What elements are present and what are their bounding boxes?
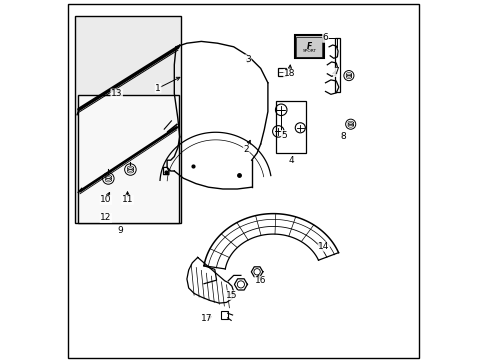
Text: 9: 9 [117, 226, 123, 235]
Text: SPORT: SPORT [302, 49, 316, 54]
Text: 18: 18 [283, 69, 295, 78]
Bar [75, 16, 181, 223]
Text: 15: 15 [225, 291, 237, 300]
Text: 12: 12 [100, 213, 111, 222]
Text: 16: 16 [254, 276, 266, 285]
Text: 2: 2 [243, 145, 248, 154]
Text: 7: 7 [333, 68, 339, 77]
Text: 5: 5 [281, 130, 286, 139]
Text: 11: 11 [122, 195, 133, 204]
Bar [78, 95, 178, 223]
Bar [221, 311, 227, 319]
Text: 10: 10 [100, 195, 111, 204]
Bar [277, 68, 285, 76]
Bar [296, 37, 322, 57]
Text: 8: 8 [340, 132, 346, 141]
Text: 14: 14 [317, 242, 329, 251]
Text: 17: 17 [201, 314, 212, 323]
Bar [294, 35, 323, 58]
Text: 6: 6 [322, 33, 328, 42]
Bar [276, 101, 305, 153]
Text: 3: 3 [244, 55, 250, 64]
Text: F: F [306, 42, 311, 51]
Text: 4: 4 [288, 156, 293, 165]
Text: 13: 13 [111, 89, 122, 98]
Text: 1: 1 [155, 84, 161, 93]
